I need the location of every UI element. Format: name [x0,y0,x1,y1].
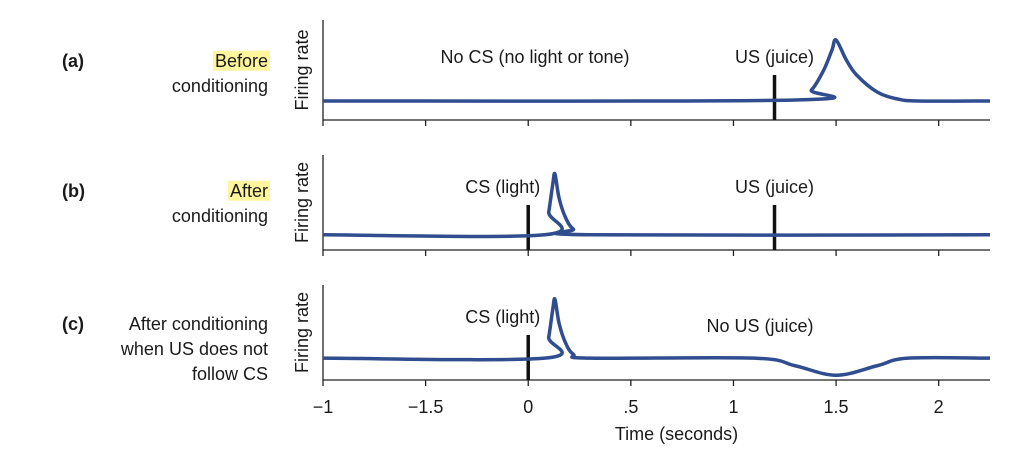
panel-description: Before [215,51,268,71]
event-label: US (juice) [735,177,814,197]
annotation: No US (juice) [706,316,813,336]
panel-description: conditioning [172,76,268,96]
panel-description: follow CS [192,364,268,384]
y-axis-label: Firing rate [292,162,312,243]
firing-rate-line [322,296,991,377]
x-tick-label: 1.5 [824,397,849,417]
x-axis-label: Time (seconds) [615,424,738,444]
firing-rate-line [322,171,991,239]
event-label: CS (light) [465,177,540,197]
highlight [212,50,270,71]
event-label: CS (light) [465,307,540,327]
annotation: No CS (no light or tone) [440,47,629,67]
x-tick-label: 1 [728,397,738,417]
panel-label: (a) [62,51,84,71]
highlight [227,180,271,201]
panel-description: when US does not [120,339,268,359]
firing-rate-line [322,37,991,103]
x-tick-label: 2 [934,397,944,417]
panel-description: After conditioning [129,314,268,334]
x-tick-label: 0 [523,397,533,417]
y-axis-label: Firing rate [292,29,312,110]
panel-label: (b) [62,181,85,201]
panel-label: (c) [62,314,84,334]
panel-description: After [230,181,268,201]
x-tick-label: .5 [623,397,638,417]
panel-description: conditioning [172,206,268,226]
y-axis-label: Firing rate [292,292,312,373]
x-tick-label: −1.5 [408,397,444,417]
event-label: US (juice) [735,47,814,67]
x-tick-label: −1 [313,397,334,417]
